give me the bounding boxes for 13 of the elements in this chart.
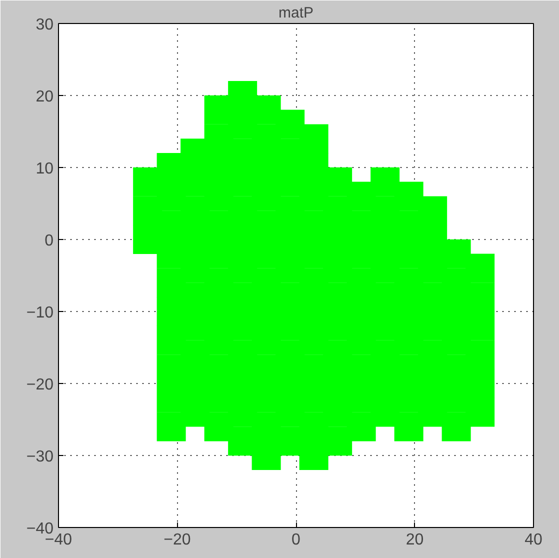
y-tick-label: 10 [36,160,54,178]
x-tick-label: 20 [406,532,424,548]
y-tick-label: 0 [44,232,54,250]
y-tick-label: −40 [26,520,54,538]
y-tick-label: 20 [36,88,54,106]
y-tick-label: −20 [26,376,54,394]
chart-title: matP [278,4,314,22]
x-tick-label: 0 [292,532,301,548]
x-tick-label: −20 [164,532,191,548]
y-tick-label: −30 [26,448,54,466]
x-tick-label: 40 [524,532,542,548]
y-tick-label: −10 [26,304,54,322]
y-tick-label: 30 [36,16,54,34]
